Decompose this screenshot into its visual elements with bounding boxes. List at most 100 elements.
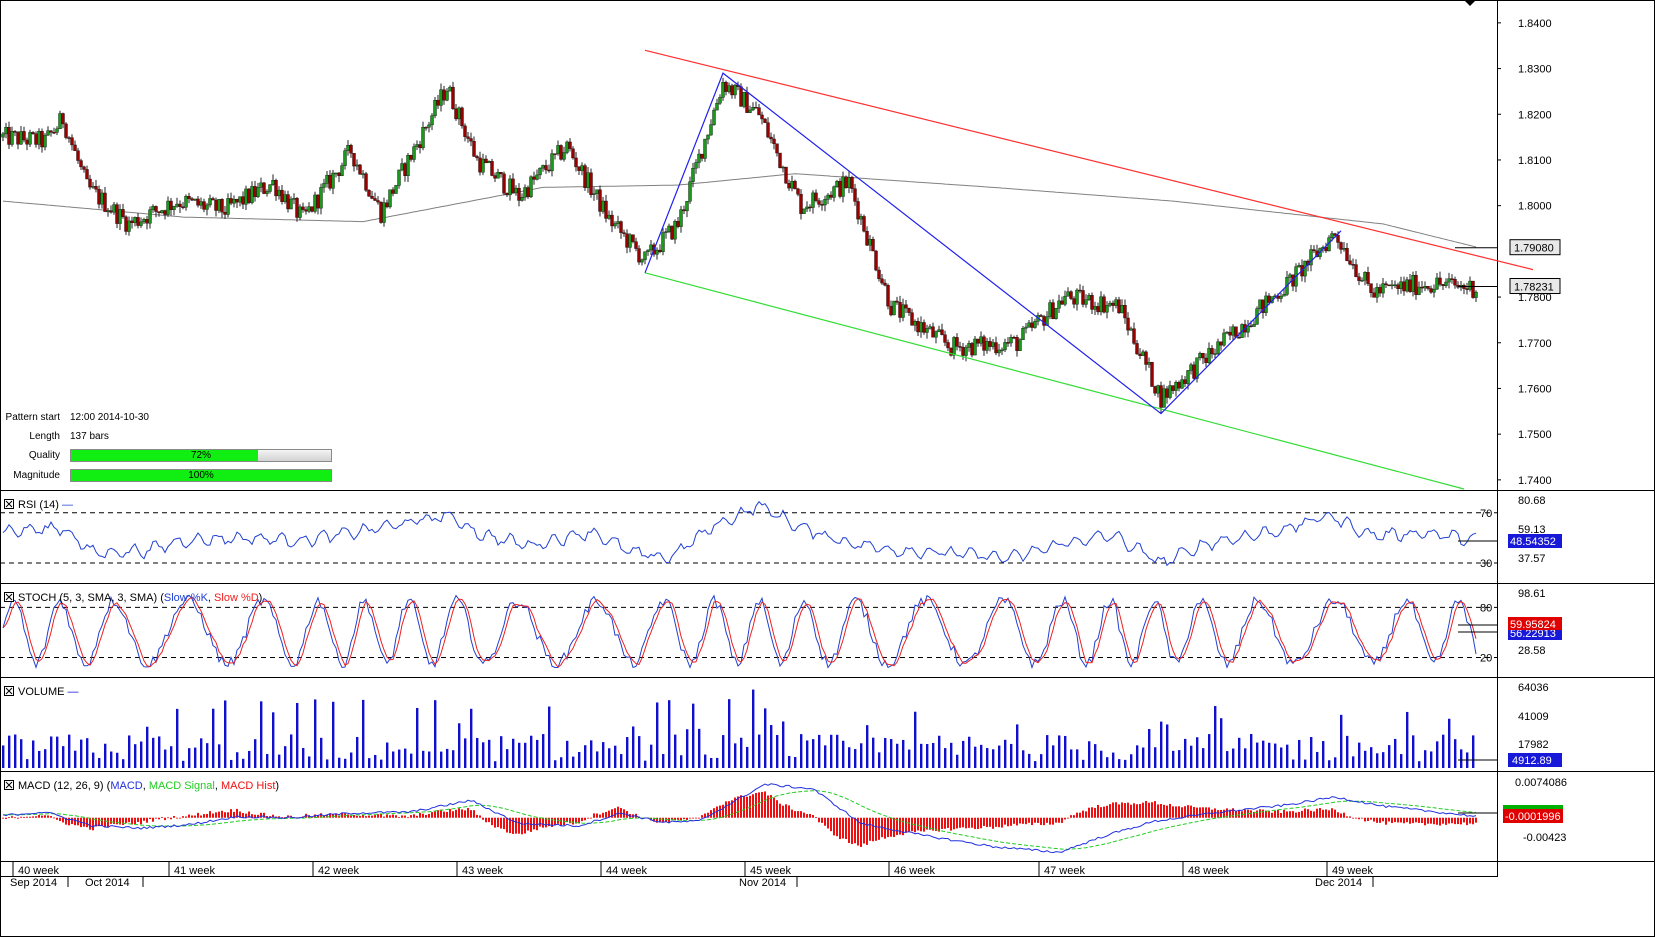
candle-body xyxy=(229,198,233,204)
panel-title: MACD (12, 26, 9) (MACD, MACD Signal, MAC… xyxy=(18,780,279,792)
macd-hist-bar xyxy=(221,810,223,818)
macd-hist-bar xyxy=(1223,809,1225,818)
macd-hist-bar xyxy=(755,792,757,818)
candle-body xyxy=(328,174,332,189)
volume-bar xyxy=(716,757,719,768)
macd-hist-bar xyxy=(1106,805,1108,818)
macd-title: MACD (12, 26, 9) (MACD, MACD Signal, MAC… xyxy=(4,780,279,792)
volume-bar xyxy=(194,747,197,768)
length-value: 137 bars xyxy=(70,431,109,442)
macd-hist-bar xyxy=(1361,817,1363,819)
price-tick-label: 1.8400 xyxy=(1518,18,1552,30)
candle-body xyxy=(796,188,800,195)
candle xyxy=(106,208,110,217)
macd-hist-bar xyxy=(611,809,613,818)
candle xyxy=(205,202,209,216)
candle xyxy=(1369,283,1373,298)
time-axis: 40 week 41 week 42 week 43 week 44 week 45 we… xyxy=(10,862,1374,889)
macd-hist-bar xyxy=(677,817,679,821)
volume-bar xyxy=(1142,747,1145,768)
candle-body xyxy=(199,201,203,206)
candle xyxy=(775,143,779,157)
macd-hist-bar xyxy=(863,817,865,844)
week-label: 46 week xyxy=(894,865,935,877)
volume-bar xyxy=(506,749,509,768)
candle xyxy=(511,173,515,194)
macd-hist-bar xyxy=(404,815,406,818)
candle-body xyxy=(1111,302,1115,306)
candle-body xyxy=(1312,249,1316,252)
volume-bar xyxy=(1166,724,1169,768)
candle-body xyxy=(973,338,977,356)
volume-bar xyxy=(410,753,413,768)
macd-hist-bar xyxy=(920,817,922,832)
candle-body xyxy=(751,106,755,111)
candle xyxy=(1093,301,1097,316)
candle-body xyxy=(37,131,41,145)
month-label: Nov 2014 xyxy=(739,877,786,889)
candle-body xyxy=(55,128,59,133)
macd-hist-bar xyxy=(1196,807,1198,818)
candle-body xyxy=(1393,284,1397,286)
candle xyxy=(718,94,722,105)
candle xyxy=(742,91,746,109)
magnitude-row: Magnitude 100% xyxy=(0,468,340,484)
candle-body xyxy=(1006,342,1010,344)
price-tick-label: 1.8300 xyxy=(1518,64,1552,76)
volume-bar xyxy=(608,748,611,768)
macd-hist-bar xyxy=(1334,809,1336,818)
candle xyxy=(1108,300,1112,308)
macd-hist-bar xyxy=(668,817,670,823)
candle xyxy=(1339,241,1343,254)
macd-hist-bar xyxy=(1202,807,1204,818)
macd-hist-bar xyxy=(1094,807,1096,818)
channel-top-line xyxy=(644,49,1534,271)
macd-hist-bar xyxy=(389,815,391,818)
candle-body xyxy=(1444,281,1448,286)
candle-body xyxy=(718,97,722,104)
volume-bar xyxy=(458,723,461,768)
candle xyxy=(94,179,98,193)
candle-body xyxy=(76,150,80,161)
macd-hist-bar xyxy=(704,813,706,818)
candle-body xyxy=(274,180,278,197)
macd-hist-bar xyxy=(845,817,847,840)
volume-bar xyxy=(1094,744,1097,768)
macd-hist-bar xyxy=(1397,817,1399,823)
candle-body xyxy=(1378,287,1382,294)
candle-body xyxy=(322,183,326,188)
volume-bar xyxy=(182,760,185,768)
candle xyxy=(355,159,359,171)
macd-hist-bar xyxy=(1253,811,1255,818)
macd-hist-bar xyxy=(1109,804,1111,818)
volume-bar xyxy=(1448,718,1451,768)
rsi-level-label: 70 xyxy=(1480,508,1492,520)
macd-hist-bar xyxy=(1475,817,1477,823)
candle xyxy=(1309,244,1313,272)
candle-body xyxy=(385,202,389,208)
volume-bar xyxy=(698,728,701,768)
macd-hist-bar xyxy=(89,817,91,830)
candle-body xyxy=(1441,284,1445,286)
candle xyxy=(505,192,509,197)
macd-hist-bar xyxy=(599,814,601,818)
macd-hist-bar xyxy=(347,814,349,818)
macd-hist-bar xyxy=(245,813,247,818)
candle xyxy=(508,175,512,201)
candle-body xyxy=(643,251,647,261)
macd-hist-bar xyxy=(776,800,778,818)
candle xyxy=(193,198,197,201)
candle-body xyxy=(124,216,128,232)
candle xyxy=(808,204,812,212)
volume-bar xyxy=(992,749,995,768)
candle-body xyxy=(589,172,593,195)
panel-close-icon-cross xyxy=(5,593,13,601)
candle xyxy=(1312,245,1316,253)
candle-body xyxy=(247,188,251,203)
volume-bar xyxy=(656,702,659,768)
volume-bar xyxy=(1382,752,1385,768)
volume-bar xyxy=(1328,760,1331,768)
price-tick-label: 1.7600 xyxy=(1518,383,1552,395)
candle-body xyxy=(64,123,68,138)
